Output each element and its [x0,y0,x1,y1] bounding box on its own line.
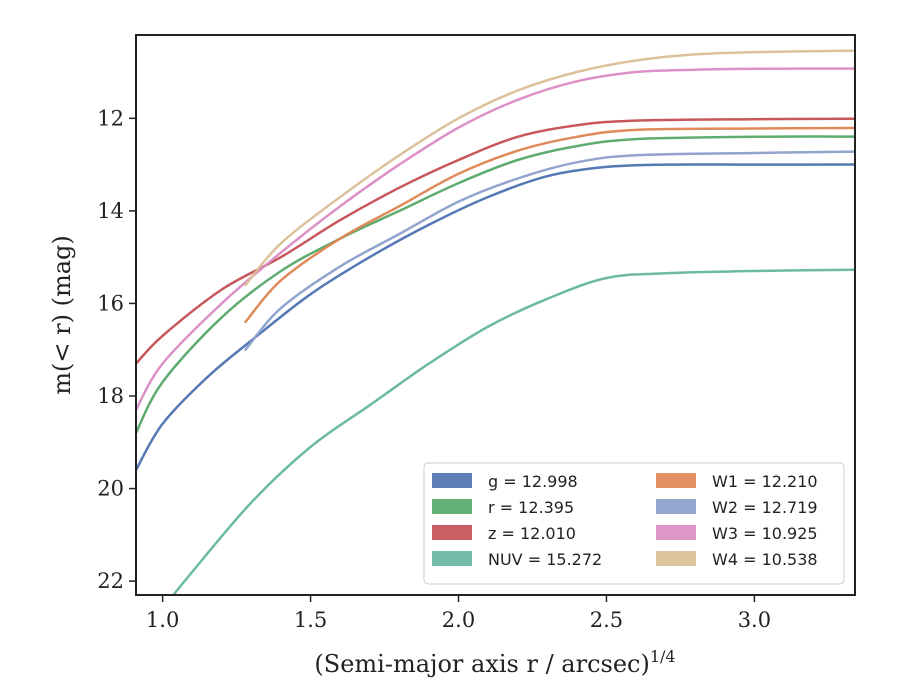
legend-label-w1: W1 = 12.210 [712,472,818,491]
legend-swatch-r [432,499,472,514]
legend-label-nuv: NUV = 15.272 [488,550,602,569]
legend-swatch-w2 [656,499,696,514]
legend-label-w4: W4 = 10.538 [712,550,818,569]
y-axis-ticks: 12 14 16 18 20 22 [97,106,136,593]
series-line-z [136,117,855,365]
series-line-nuv [171,268,855,595]
y-tick-label: 18 [97,384,124,408]
y-tick-label: 12 [97,106,124,130]
series-line-w4 [244,49,855,287]
x-tick-label: 3.0 [738,608,771,632]
series-line-w1 [244,126,855,324]
legend-label-w3: W3 = 10.925 [712,524,818,543]
y-tick-label: 22 [97,569,124,593]
x-tick-label: 1.5 [294,608,327,632]
x-axis-ticks: 1.0 1.5 2.0 2.5 3.0 [146,595,771,632]
legend-swatch-z [432,525,472,540]
legend-label-z: z = 12.010 [488,524,576,543]
x-tick-label: 2.0 [442,608,475,632]
legend-label-w2: W2 = 12.719 [712,498,818,517]
x-tick-label: 2.5 [590,608,623,632]
y-tick-label: 16 [97,291,124,315]
x-axis-label-exponent: 1/4 [650,647,676,666]
legend-label-g: g = 12.998 [488,472,578,491]
legend-entries: g = 12.998 r = 12.395 z = 12.010 NUV = 15.2… [432,472,818,569]
legend: g = 12.998 r = 12.395 z = 12.010 NUV = 15.2… [423,462,845,585]
y-tick-label: 20 [97,477,124,501]
series-line-r [136,135,855,435]
legend-swatch-w4 [656,551,696,566]
legend-swatch-w1 [656,473,696,488]
legend-swatch-nuv [432,551,472,566]
x-axis-label-main: (Semi-major axis r / arcsec) [314,650,649,678]
series-line-w2 [244,150,855,351]
x-axis-label: (Semi-major axis r / arcsec)1/4 [314,647,675,678]
legend-box [423,462,845,585]
series-line-w3 [136,67,855,412]
y-tick-label: 14 [97,199,124,223]
y-axis-label: m(< r) (mag) [48,235,76,394]
series-line-g [136,163,855,472]
x-tick-label: 1.0 [146,608,179,632]
series-layer [136,49,855,595]
plot-frame [135,34,856,596]
legend-label-r: r = 12.395 [488,498,574,517]
legend-swatch-g [432,473,472,488]
legend-swatch-w3 [656,525,696,540]
